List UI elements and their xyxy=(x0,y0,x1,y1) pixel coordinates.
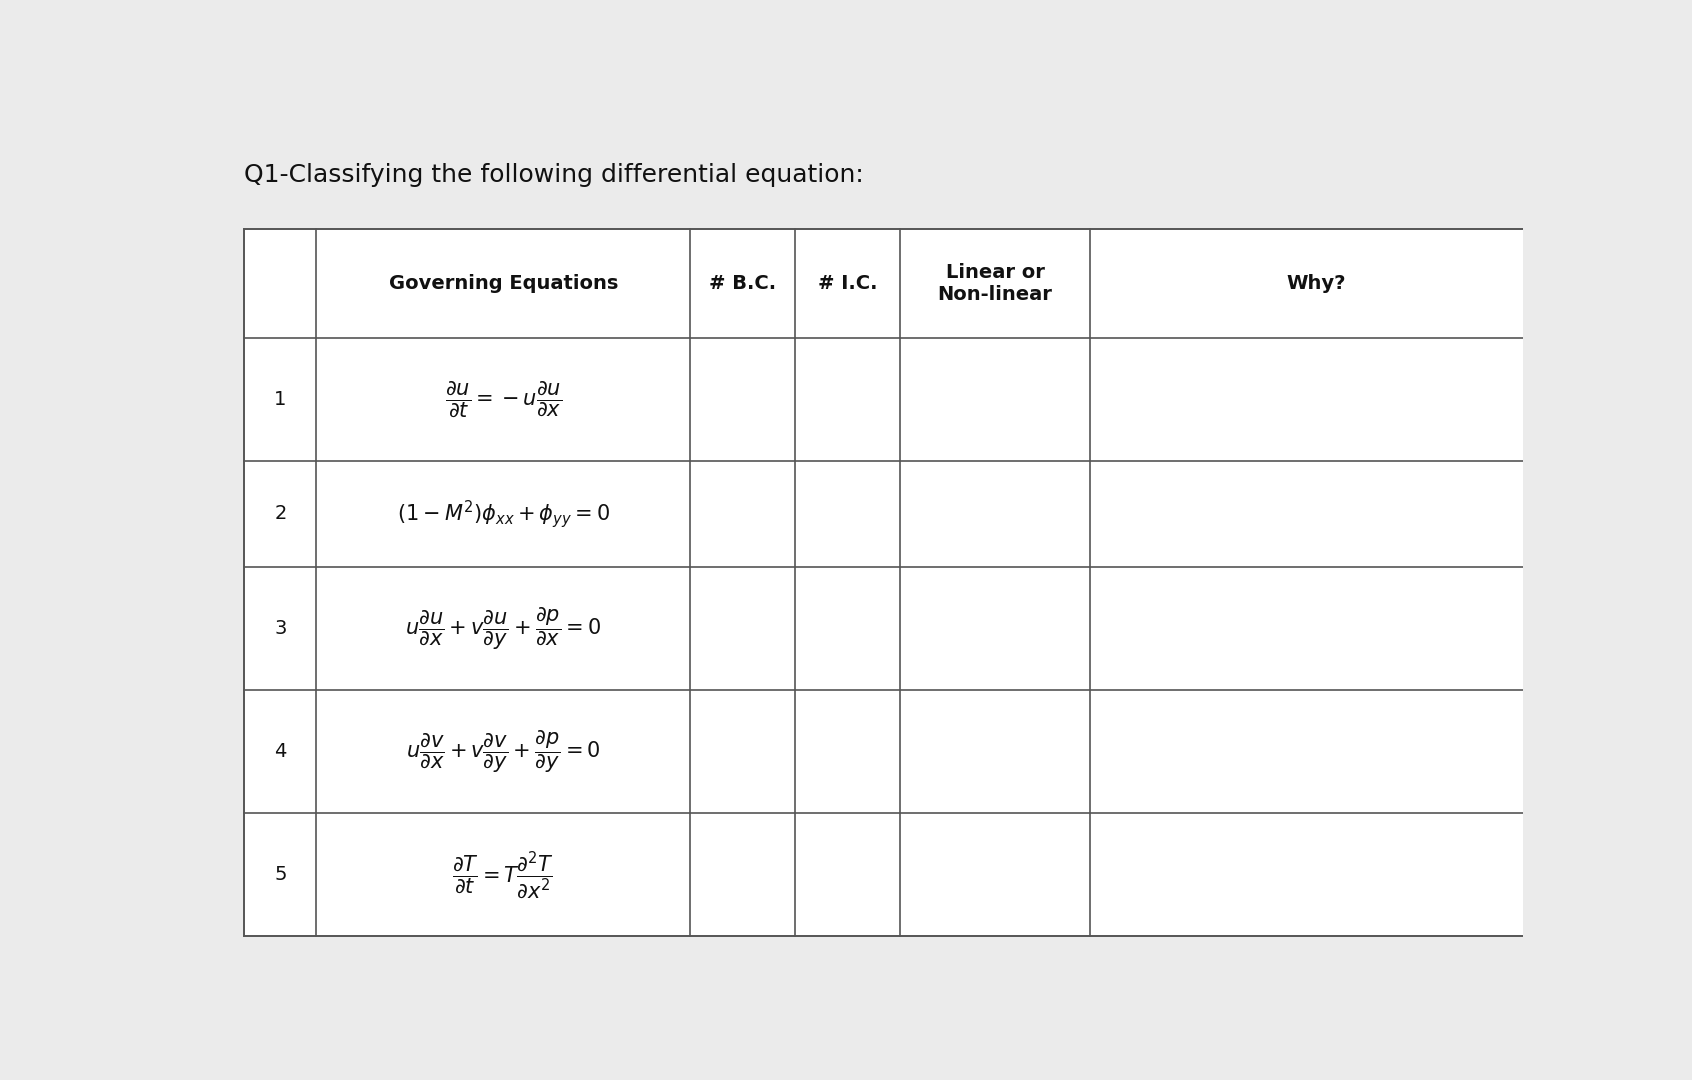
Text: Why?: Why? xyxy=(1286,274,1347,293)
Text: # B.C.: # B.C. xyxy=(709,274,777,293)
Text: Linear or
Non-linear: Linear or Non-linear xyxy=(937,262,1052,303)
Text: 4: 4 xyxy=(274,742,286,761)
Text: $u\dfrac{\partial v}{\partial x} + v\dfrac{\partial v}{\partial y} + \dfrac{\par: $u\dfrac{\partial v}{\partial x} + v\dfr… xyxy=(406,728,601,774)
Text: Q1-Classifying the following differential equation:: Q1-Classifying the following differentia… xyxy=(244,163,865,187)
Text: 5: 5 xyxy=(274,865,286,885)
Text: # I.C.: # I.C. xyxy=(817,274,876,293)
Bar xyxy=(244,229,1543,936)
Text: $u\dfrac{\partial u}{\partial x} + v\dfrac{\partial u}{\partial y} + \dfrac{\par: $u\dfrac{\partial u}{\partial x} + v\dfr… xyxy=(404,605,601,652)
Text: 2: 2 xyxy=(274,504,286,524)
Text: 3: 3 xyxy=(274,619,286,638)
Text: Governing Equations: Governing Equations xyxy=(389,274,618,293)
Text: 1: 1 xyxy=(274,390,286,408)
Text: $\dfrac{\partial T}{\partial t} = T\dfrac{\partial^2 T}{\partial x^2}$: $\dfrac{\partial T}{\partial t} = T\dfra… xyxy=(452,849,553,901)
Text: $\dfrac{\partial u}{\partial t} = -u\dfrac{\partial u}{\partial x}$: $\dfrac{\partial u}{\partial t} = -u\dfr… xyxy=(445,379,562,419)
Text: $(1-M^2)\phi_{xx} + \phi_{yy} = 0$: $(1-M^2)\phi_{xx} + \phi_{yy} = 0$ xyxy=(396,498,609,530)
